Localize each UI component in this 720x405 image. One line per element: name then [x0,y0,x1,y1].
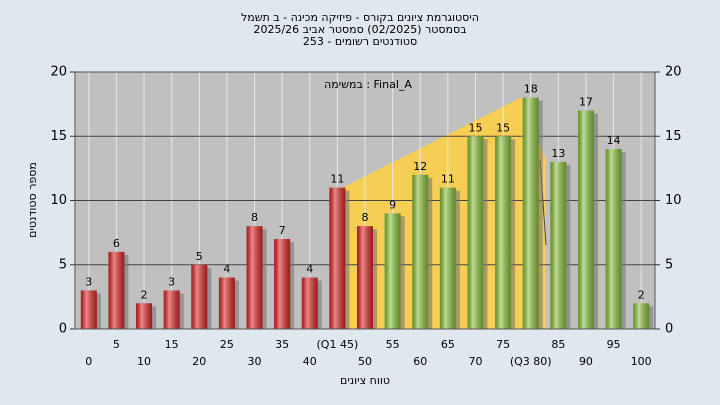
x-tick-label: 35 [275,338,289,351]
value-label: 4 [306,263,313,276]
bar-shine [191,264,208,329]
x-tick-label: 15 [165,338,179,351]
x-tick-label: 90 [579,355,593,368]
y2-tick-label: 15 [665,129,682,144]
bar-shine [108,251,125,329]
y-tick-label: 10 [50,193,67,208]
bar-shine [163,290,180,329]
value-label: 3 [85,275,92,288]
value-label: 5 [196,250,203,263]
x-tick-label: 60 [413,355,427,368]
x-tick-label: 55 [386,338,400,351]
y-tick-label: 20 [50,65,67,80]
value-label: 15 [468,121,482,134]
x-tick-label: 10 [137,355,151,368]
x-tick-label: 95 [607,338,621,351]
value-label: 8 [251,211,258,224]
value-label: 4 [223,263,230,276]
bar-shine [274,239,291,329]
value-label: 18 [524,83,538,96]
value-label: 11 [330,173,344,186]
bar-shine [329,187,346,329]
x-tick-label: 65 [441,338,455,351]
bar-shine [246,226,263,329]
value-label: 17 [579,96,593,109]
value-label: 11 [441,173,455,186]
x-tick-label: 50 [358,355,372,368]
value-label: 3 [168,275,175,288]
bar-shine [522,97,539,329]
x-tick-label: (Q1 45) [317,338,359,351]
bar-shine [357,226,373,329]
value-label: 7 [279,224,286,237]
y2-tick-label: 20 [665,65,682,80]
bar-shine [136,303,153,329]
bar-shine [550,161,567,329]
y-tick-label: 0 [59,322,67,337]
value-label: 13 [551,147,565,160]
value-label: 6 [113,237,120,250]
bar-shine [467,136,484,329]
bar-shine [439,187,456,329]
value-label: 15 [496,121,510,134]
value-label: 12 [413,160,427,173]
annotation: במשימה : Final_A [324,78,412,91]
chart-subtitle: בסמסטר (02/2025) סמסטר אביב 2025/26 [253,23,466,36]
x-tick-label: 5 [113,338,120,351]
x-tick-label: 40 [303,355,317,368]
y-tick-label: 15 [50,129,67,144]
bar-shine [577,110,594,329]
bar-shine [384,213,401,329]
bar-shine [495,136,512,329]
x-tick-label: 70 [468,355,482,368]
bar-shine [218,277,235,329]
y2-tick-label: 0 [665,322,673,337]
bar-shine [605,149,622,329]
value-label: 9 [389,198,396,211]
bar-shine [633,303,650,329]
value-label: 2 [638,288,645,301]
y-tick-label: 5 [59,257,67,272]
x-axis-label: טווח ציונים [340,374,390,387]
x-tick-label: 100 [631,355,652,368]
chart-subtitle: סטודנטים רשומים - 253 [303,35,417,48]
x-tick-label: 0 [85,355,92,368]
x-tick-label: 20 [192,355,206,368]
value-label: 2 [141,288,148,301]
y-axis-label: מספר סטודנטים [26,162,39,238]
value-label: 8 [362,211,369,224]
bar-shine [412,174,429,329]
value-label: 14 [607,134,621,147]
x-tick-label: (Q3 80) [510,355,552,368]
x-tick-label: 30 [248,355,262,368]
x-tick-label: 75 [496,338,510,351]
bar-shine [80,290,97,329]
chart-title: היסטוגרמת ציונים בקורס - פיזיקה מכינה - … [241,11,479,24]
x-tick-label: 25 [220,338,234,351]
y2-tick-label: 10 [665,193,682,208]
y2-tick-label: 5 [665,257,673,272]
x-tick-label: 85 [551,338,565,351]
bar-shine [301,277,318,329]
